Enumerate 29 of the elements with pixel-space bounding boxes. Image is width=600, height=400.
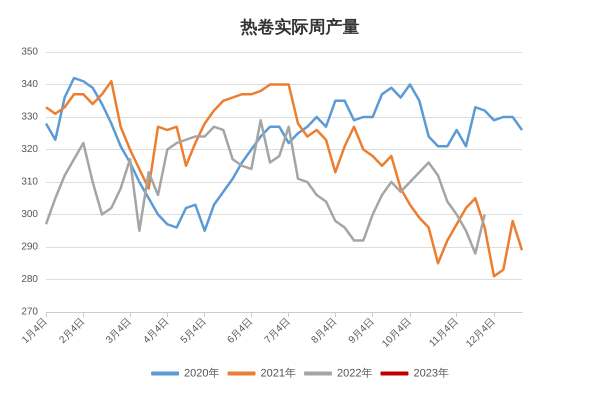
y-tick-label: 300 — [21, 209, 38, 220]
line-series — [44, 76, 524, 232]
x-tick-label: 12月4日 — [464, 316, 498, 350]
line-series — [44, 80, 524, 278]
legend-label: 2020年 — [184, 368, 220, 380]
x-tick-label: 11月4日 — [427, 316, 461, 350]
x-tick-label: 7月4日 — [262, 316, 293, 346]
legend-label: 2023年 — [413, 368, 449, 380]
x-tick-label: 2月4日 — [57, 316, 88, 346]
x-tick-label: 4月4日 — [141, 316, 172, 346]
x-tick-label: 9月4日 — [346, 316, 377, 346]
x-tick-label: 3月4日 — [104, 316, 134, 346]
x-tick-label: 8月4日 — [309, 316, 340, 346]
x-tick-label: 5月4日 — [178, 316, 209, 346]
y-tick-label: 290 — [21, 242, 38, 252]
y-tick-label: 310 — [21, 176, 38, 188]
line-series — [44, 119, 486, 255]
chart-title: 热卷实际周产量 — [240, 18, 360, 38]
x-tick-label: 10月4日 — [380, 316, 414, 350]
y-tick-label: 340 — [21, 79, 38, 90]
legend-label: 2021年 — [260, 368, 296, 380]
y-tick-label: 320 — [21, 144, 38, 155]
x-tick-label: 1月4日 — [20, 316, 50, 346]
y-tick-label: 350 — [21, 46, 38, 58]
x-tick-label: 6月4日 — [225, 316, 256, 346]
y-tick-label: 270 — [21, 306, 38, 318]
y-tick-label: 280 — [21, 274, 38, 285]
y-tick-label: 330 — [21, 112, 38, 122]
legend-label: 2022年 — [337, 368, 372, 380]
